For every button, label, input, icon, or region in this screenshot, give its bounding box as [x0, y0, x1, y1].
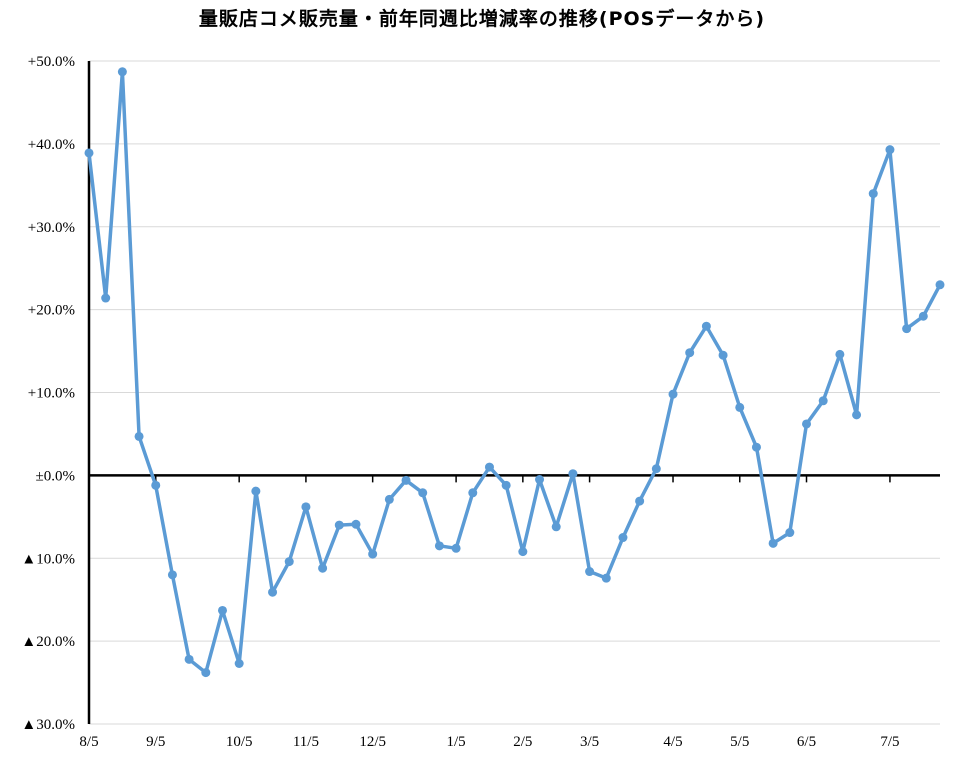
- data-point: [117, 67, 127, 77]
- data-point: [434, 541, 444, 551]
- y-tick-label: +10.0%: [28, 386, 75, 402]
- data-point: [868, 189, 878, 199]
- data-point: [217, 605, 227, 615]
- y-tick-label: +50.0%: [28, 54, 75, 70]
- data-point: [802, 419, 812, 429]
- data-point: [885, 145, 895, 155]
- y-tick-label: ▲10.0%: [21, 551, 75, 567]
- data-point: [751, 442, 761, 452]
- data-point: [718, 350, 728, 360]
- data-point: [518, 547, 528, 557]
- x-tick-label: 7/5: [880, 734, 899, 750]
- data-point: [384, 494, 394, 504]
- data-point: [685, 348, 695, 358]
- x-tick-label: 8/5: [79, 734, 98, 750]
- data-point: [301, 502, 311, 512]
- tick-labels: +50.0% +40.0% +30.0% +20.0% +10.0% ±0.0% ▲10.0…: [21, 54, 899, 750]
- data-point: [201, 668, 211, 678]
- data-point: [852, 410, 862, 420]
- data-point: [351, 519, 361, 529]
- gridlines: [89, 60, 940, 725]
- data-point: [902, 324, 912, 334]
- data-point: [134, 431, 144, 441]
- data-point: [451, 543, 461, 553]
- y-tick-label: ▲30.0%: [21, 717, 75, 733]
- data-point: [501, 480, 511, 490]
- data-point: [101, 293, 111, 303]
- data-point: [735, 402, 745, 412]
- series-line: [87, 70, 942, 675]
- data-point: [401, 475, 411, 485]
- data-point: [334, 520, 344, 530]
- data-point: [484, 462, 494, 472]
- data-point: [251, 486, 261, 496]
- data-point: [184, 654, 194, 664]
- y-tick-label: +40.0%: [28, 137, 75, 153]
- data-point: [167, 570, 177, 580]
- data-point: [585, 567, 595, 577]
- data-point: [835, 349, 845, 359]
- x-tick-label: 11/5: [293, 734, 319, 750]
- x-tick-label: 5/5: [730, 734, 749, 750]
- data-point: [368, 549, 378, 559]
- data-point: [551, 522, 561, 532]
- data-point: [935, 280, 945, 290]
- data-point: [635, 496, 645, 506]
- data-point: [601, 573, 611, 583]
- data-point: [568, 469, 578, 479]
- data-point: [535, 475, 545, 485]
- data-point: [84, 148, 94, 158]
- x-tick-label: 6/5: [797, 734, 816, 750]
- data-point: [701, 321, 711, 331]
- data-point: [468, 488, 478, 498]
- data-point: [318, 563, 328, 573]
- data-point: [768, 538, 778, 548]
- data-point: [668, 389, 678, 399]
- x-tick-label: 2/5: [513, 734, 532, 750]
- data-point: [151, 480, 161, 490]
- chart-title: 量販店コメ販売量・前年同週比増減率の推移(POSデータから): [198, 8, 766, 30]
- data-point: [284, 557, 294, 567]
- x-tick-label: 4/5: [663, 734, 682, 750]
- data-point: [618, 533, 628, 543]
- x-tick-label: 10/5: [226, 734, 253, 750]
- data-point: [268, 587, 278, 597]
- data-series: [84, 67, 945, 678]
- data-point: [918, 311, 928, 321]
- x-tick-label: 12/5: [359, 734, 386, 750]
- y-tick-label: ±0.0%: [36, 468, 75, 484]
- y-tick-label: +30.0%: [28, 220, 75, 236]
- x-tick-label: 1/5: [447, 734, 466, 750]
- y-tick-label: +20.0%: [28, 303, 75, 319]
- data-point: [785, 528, 795, 538]
- data-point: [651, 464, 661, 474]
- x-tick-label: 9/5: [146, 734, 165, 750]
- data-point: [818, 396, 828, 406]
- x-tick-label: 3/5: [580, 734, 599, 750]
- y-tick-label: ▲20.0%: [21, 634, 75, 650]
- data-point: [234, 659, 244, 669]
- data-point: [418, 488, 428, 498]
